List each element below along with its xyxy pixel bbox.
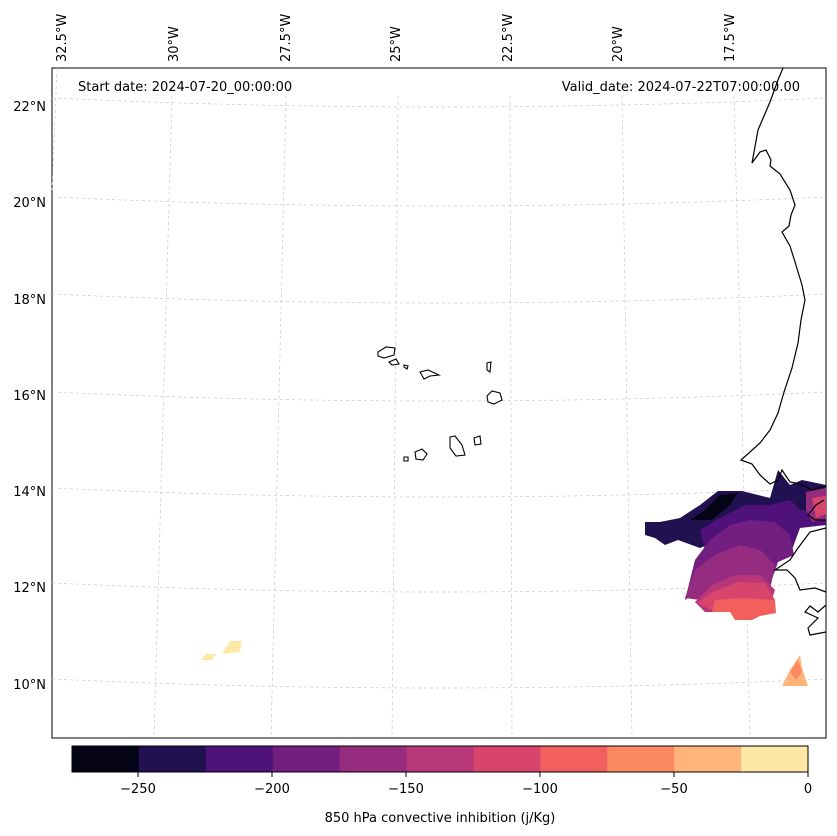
colorbar-tick-label: −200 [254, 782, 290, 797]
colorbar-tick-label: −250 [120, 782, 156, 797]
cin-region-m275 [690, 493, 738, 520]
lon-label: 30°W [167, 26, 182, 62]
colorbar-segment [540, 746, 608, 772]
colorbar-segment [205, 746, 274, 772]
island-boa-vista [486, 390, 503, 405]
lat-label: 22°N [13, 100, 46, 115]
lat-label: 18°N [13, 293, 46, 308]
cin-contours [201, 470, 826, 686]
island-santiago [449, 435, 466, 457]
island-brava [403, 456, 409, 462]
colorbar-segment [741, 746, 809, 772]
island-santa-luzia [403, 364, 409, 370]
colorbar-tick-label: 0 [804, 782, 812, 797]
colorbar-segment [72, 746, 140, 772]
lat-label: 14°N [13, 485, 46, 500]
lon-label: 20°W [611, 26, 626, 62]
island-sal [486, 361, 492, 373]
lat-label: 20°N [13, 196, 46, 211]
lon-label: 22.5°W [501, 14, 516, 62]
lat-label: 10°N [13, 678, 46, 693]
lat-label: 12°N [13, 581, 46, 596]
colorbar-tick-label: −150 [388, 782, 424, 797]
cape-verde-islands [377, 346, 503, 462]
colorbar-segment [339, 746, 408, 772]
longitude-labels: 32.5°W 30°W 27.5°W 25°W 22.5°W 20°W 17.5… [55, 14, 738, 62]
colorbar-tick-label: −100 [522, 782, 558, 797]
start-date-label: Start date: 2024-07-20_00:00:00 [78, 80, 292, 95]
colorbar-segment [406, 746, 474, 772]
colorbar-segment [473, 746, 541, 772]
latitude-labels: 22°N 20°N 18°N 16°N 14°N 12°N 10°N [13, 100, 46, 693]
guinea-coastline [804, 604, 827, 636]
colorbar-segment [607, 746, 675, 772]
west-africa-coastline [739, 67, 827, 491]
graticule [51, 67, 827, 739]
cin-region-m100 [712, 598, 776, 620]
guinea-bissau-coastline [773, 527, 827, 593]
lat-label: 16°N [13, 389, 46, 404]
lon-label: 25°W [389, 26, 404, 62]
coastlines [739, 67, 827, 636]
cin-region-m25 [222, 641, 242, 654]
colorbar-segment [674, 746, 742, 772]
cin-region-m75 [790, 660, 802, 680]
colorbar-tick-label: −50 [660, 782, 687, 797]
colorbar [71, 745, 809, 773]
map-frame [51, 67, 827, 739]
cin-region-m25b [201, 654, 216, 660]
colorbar-border [71, 745, 809, 773]
island-sao-nicolau [419, 369, 442, 380]
colorbar-segment [138, 746, 207, 772]
lon-label: 27.5°W [279, 14, 294, 62]
island-santo-antao [377, 346, 396, 359]
colorbar-label: 850 hPa convective inhibition (j/Kg) [325, 811, 556, 826]
colorbar-ticks: −250 −200 −150 −100 −50 0 [120, 772, 812, 797]
island-maio [473, 435, 482, 446]
valid-date-label: Valid_date: 2024-07-22T07:00:00.00 [562, 80, 800, 95]
colorbar-segment [272, 746, 341, 772]
lon-label: 32.5°W [55, 14, 70, 62]
lon-label: 17.5°W [723, 14, 738, 62]
island-fogo [414, 448, 428, 461]
gambia-senegal-coastline [807, 499, 826, 521]
island-sao-vicente [388, 358, 400, 366]
